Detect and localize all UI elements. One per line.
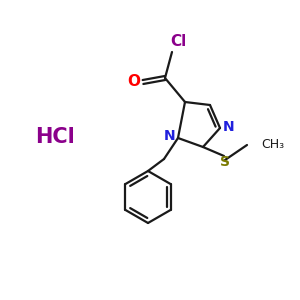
Text: S: S: [220, 155, 230, 169]
Text: HCl: HCl: [35, 127, 75, 147]
Text: CH₃: CH₃: [261, 137, 284, 151]
Text: Cl: Cl: [170, 34, 186, 50]
Text: N: N: [223, 120, 235, 134]
Text: N: N: [164, 129, 176, 143]
Text: O: O: [128, 74, 140, 88]
